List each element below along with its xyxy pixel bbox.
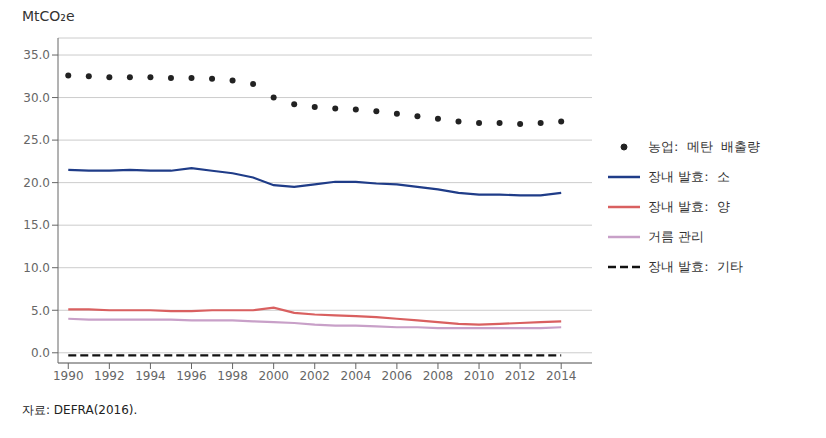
svg-text:1994: 1994 — [135, 369, 166, 383]
html-text:장내 발효: 기타: 장내 발효: 기타 — [648, 259, 743, 274]
html-text:자료: DEFRA(2016).: 자료: DEFRA(2016). — [22, 403, 138, 417]
html-text:MtCO₂e: MtCO₂e — [22, 8, 75, 24]
svg-text:1992: 1992 — [94, 369, 125, 383]
svg-text:1990: 1990 — [53, 369, 84, 383]
svg-text:20.0: 20.0 — [23, 176, 50, 190]
html-text:장내 발효: 소: 장내 발효: 소 — [648, 169, 730, 184]
svg-text:2008: 2008 — [423, 369, 454, 383]
svg-text:1996: 1996 — [176, 369, 207, 383]
svg-text:30.0: 30.0 — [23, 91, 50, 105]
svg-text:1998: 1998 — [217, 369, 248, 383]
svg-text:35.0: 35.0 — [23, 48, 50, 62]
svg-text:2002: 2002 — [299, 369, 330, 383]
svg-text:2006: 2006 — [382, 369, 413, 383]
html-text:장내 발효: 양: 장내 발효: 양 — [648, 199, 730, 214]
svg-text:10.0: 10.0 — [23, 261, 50, 275]
svg-text:2004: 2004 — [341, 369, 372, 383]
html-text:거름 관리: 거름 관리 — [648, 229, 705, 244]
svg-text:2000: 2000 — [258, 369, 289, 383]
html-text:농업: 메탄 배출량: 농업: 메탄 배출량 — [648, 139, 760, 154]
svg-text:2014: 2014 — [546, 369, 577, 383]
svg-text:25.0: 25.0 — [23, 133, 50, 147]
svg-text:2010: 2010 — [464, 369, 495, 383]
svg-text:2012: 2012 — [505, 369, 536, 383]
svg-text:5.0: 5.0 — [31, 304, 50, 318]
svg-text:15.0: 15.0 — [23, 218, 50, 232]
svg-text:0.0: 0.0 — [31, 346, 50, 360]
